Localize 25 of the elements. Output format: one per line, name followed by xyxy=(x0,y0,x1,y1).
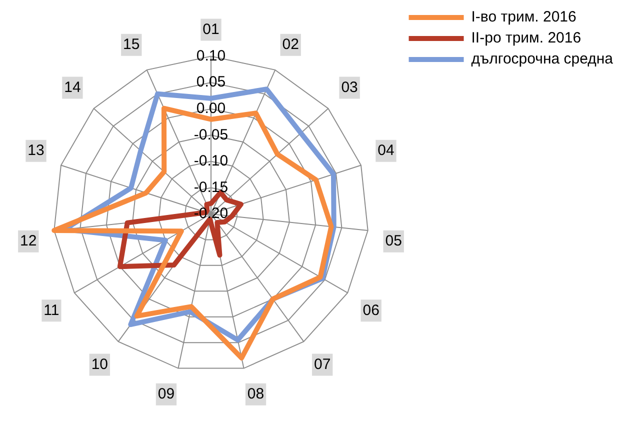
y-tick-label: 0.10 xyxy=(196,47,226,64)
legend-label: дългосрочна средна xyxy=(471,50,614,68)
spoke-label: 06 xyxy=(362,302,380,319)
spoke-label: 11 xyxy=(44,302,60,319)
spoke-label: 10 xyxy=(91,356,108,373)
spoke-label: 08 xyxy=(247,386,264,403)
legend-label: I-во трим. 2016 xyxy=(471,8,576,26)
spoke-label: 12 xyxy=(20,232,37,250)
spoke-label: 07 xyxy=(314,356,331,373)
spoke-label: 01 xyxy=(202,20,220,38)
legend-label: II-ро трим. 2016 xyxy=(471,30,582,47)
y-tick-label: -0.20 xyxy=(194,205,228,222)
spoke-label: 09 xyxy=(158,386,175,403)
y-tick-label: -0.05 xyxy=(194,126,228,144)
spoke-label: 13 xyxy=(28,142,44,159)
y-tick-label: 0.00 xyxy=(196,100,226,117)
spoke-label: 05 xyxy=(385,232,402,250)
y-tick-label: -0.15 xyxy=(194,178,228,196)
spoke-label: 15 xyxy=(123,36,140,54)
y-tick-label: -0.10 xyxy=(194,152,228,170)
spoke-label: 14 xyxy=(64,78,81,96)
y-tick-label: 0.05 xyxy=(196,74,226,91)
spoke-label: 02 xyxy=(282,36,299,54)
spoke-label: 04 xyxy=(378,142,394,159)
spoke-label: 03 xyxy=(341,78,358,96)
